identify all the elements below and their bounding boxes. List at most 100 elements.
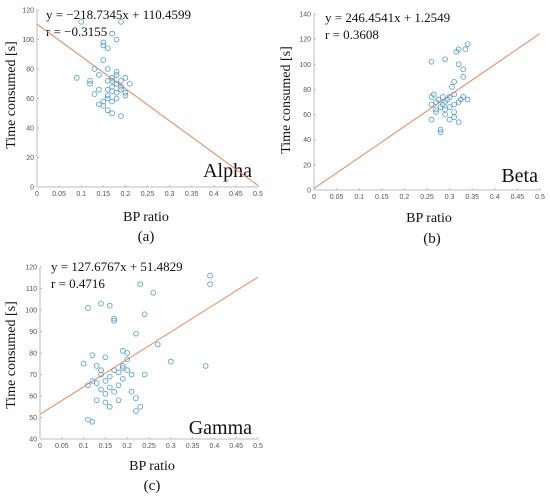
x-tick-label-alpha: 0.1	[76, 191, 86, 198]
ylabel-gamma: Time consumed [s]	[4, 301, 19, 409]
data-point-alpha	[104, 92, 111, 99]
data-point-gamma	[102, 391, 109, 397]
y-tick-label-beta: 140	[299, 12, 311, 19]
data-point-beta	[451, 114, 457, 120]
data-point-beta	[451, 79, 457, 85]
data-point-gamma	[115, 382, 122, 389]
band-label-beta: Beta	[501, 165, 538, 187]
x-tick-label-beta: 0.3	[445, 194, 455, 201]
data-point-alpha	[127, 80, 133, 87]
data-point-gamma	[85, 305, 91, 311]
data-point-beta	[460, 74, 466, 80]
data-point-beta	[440, 94, 446, 100]
data-point-gamma	[106, 302, 113, 309]
data-point-beta	[455, 46, 462, 52]
data-point-beta	[442, 106, 448, 113]
data-point-beta	[435, 96, 442, 103]
data-point-beta	[428, 116, 435, 123]
x-tick-label-alpha: 0.15	[96, 191, 110, 198]
x-tick-label-gamma: 0.45	[229, 443, 243, 450]
data-point-gamma	[150, 289, 157, 296]
data-point-gamma	[93, 363, 100, 369]
x-tick-label-alpha: 0.4	[209, 191, 219, 198]
data-point-gamma	[111, 388, 117, 395]
ylabel-beta: Time consumed [s]	[279, 46, 294, 154]
y-tick-label-gamma: 120	[25, 265, 37, 272]
data-point-beta	[437, 126, 444, 133]
data-point-gamma	[124, 356, 130, 363]
data-point-beta	[433, 109, 439, 115]
data-point-alpha	[96, 72, 102, 78]
y-tick-label-gamma: 70	[29, 372, 37, 379]
y-tick-label-gamma: 80	[29, 351, 37, 358]
x-tick-label-beta: 0.45	[511, 194, 525, 201]
data-point-beta	[433, 106, 439, 113]
data-point-gamma	[85, 416, 91, 423]
fit-line-alpha	[37, 23, 258, 186]
x-tick-label-alpha: 0.35	[185, 191, 199, 198]
y-tick-label-gamma: 110	[26, 286, 37, 293]
data-point-gamma	[98, 371, 104, 378]
x-tick-label-gamma: 0.35	[186, 443, 200, 450]
data-point-alpha	[118, 113, 124, 119]
x-tick-label-beta: 0	[312, 194, 316, 201]
x-tick-label-gamma: 0	[38, 443, 42, 450]
data-point-alpha	[91, 66, 98, 72]
data-point-gamma	[120, 375, 126, 382]
data-point-alpha	[113, 89, 120, 96]
data-point-gamma	[106, 384, 113, 391]
x-tick-label-beta: 0.1	[354, 194, 364, 201]
data-point-beta	[437, 129, 444, 135]
data-point-alpha	[122, 75, 129, 81]
data-point-beta	[446, 94, 453, 100]
y-tick-label-beta: 20	[303, 162, 311, 169]
x-tick-label-alpha: 0.5	[253, 191, 263, 198]
data-point-alpha	[109, 75, 115, 81]
data-point-alpha	[104, 95, 111, 102]
data-point-beta	[451, 101, 457, 108]
data-point-alpha	[109, 30, 115, 37]
y-tick-label-beta: 0	[307, 188, 311, 195]
data-point-beta	[428, 101, 435, 108]
data-point-beta	[455, 119, 462, 125]
x-tick-label-beta: 0.15	[375, 194, 389, 201]
data-point-gamma	[89, 418, 96, 425]
data-point-gamma	[133, 395, 139, 401]
x-tick-label-gamma: 0.1	[79, 443, 89, 450]
data-point-gamma	[124, 367, 130, 374]
xlabel-alpha: BP ratio	[123, 210, 169, 225]
y-tick-label-alpha: 20	[26, 155, 34, 162]
data-point-gamma	[98, 367, 104, 374]
band-label-gamma: Gamma	[189, 417, 252, 439]
y-tick-label-gamma: 90	[29, 329, 37, 336]
data-point-alpha	[104, 107, 111, 114]
data-point-beta	[464, 41, 471, 47]
data-point-gamma	[128, 371, 135, 378]
data-point-alpha	[109, 110, 115, 117]
y-tick-label-beta: 120	[299, 37, 311, 44]
data-point-alpha	[113, 95, 120, 102]
x-tick-label-beta: 0.05	[330, 194, 344, 201]
data-point-gamma	[98, 386, 104, 393]
data-point-gamma	[98, 300, 104, 307]
data-point-alpha	[118, 78, 124, 84]
data-point-gamma	[133, 408, 139, 414]
data-point-beta	[462, 46, 469, 52]
data-point-alpha	[109, 78, 115, 84]
x-tick-label-gamma: 0.5	[253, 443, 263, 450]
data-point-gamma	[80, 360, 87, 367]
data-point-gamma	[115, 369, 122, 376]
data-point-gamma	[120, 363, 126, 369]
y-tick-label-alpha: 40	[26, 126, 34, 133]
data-point-gamma	[102, 378, 109, 384]
data-point-alpha	[113, 80, 120, 87]
data-point-gamma	[168, 358, 174, 365]
y-tick-label-beta: 100	[299, 62, 311, 69]
xlabel-gamma: BP ratio	[129, 459, 175, 474]
data-point-beta	[428, 58, 435, 65]
data-point-gamma	[102, 399, 109, 406]
data-point-beta	[460, 66, 466, 73]
data-point-alpha	[87, 78, 93, 84]
y-tick-label-alpha: 100	[22, 37, 34, 44]
panel-alpha: Time consumed [s] BP ratio (a) y = −218.…	[4, 7, 263, 245]
